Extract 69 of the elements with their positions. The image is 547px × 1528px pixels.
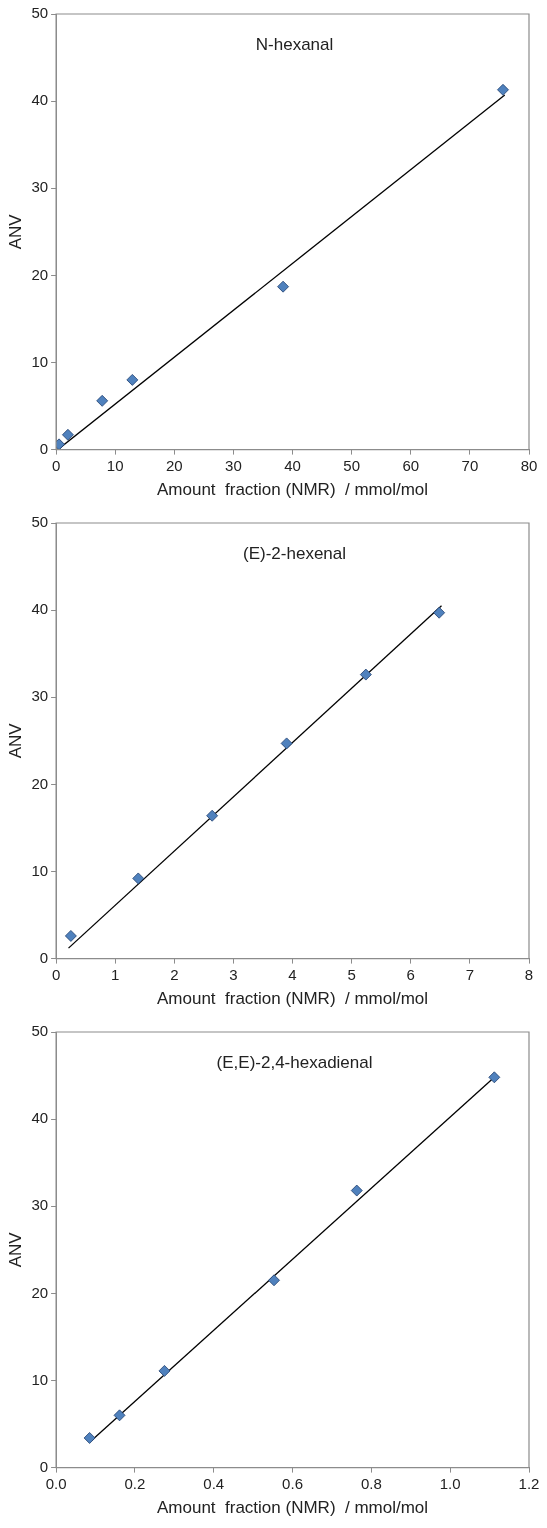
x-axis-title: Amount fraction (NMR) / mmol/mol [156, 1498, 429, 1518]
y-tick-label: 40 [31, 91, 49, 109]
x-tick-label: 0.8 [360, 1474, 382, 1492]
x-tick-label: 0 [51, 965, 61, 983]
x-tick-label: 1.0 [439, 1474, 461, 1492]
y-tick-label: 30 [31, 178, 49, 196]
point [83, 1432, 96, 1444]
x-tick-label: 3 [229, 965, 238, 983]
x-axis-title: Amount fraction (NMR) / mmol/mol [156, 480, 429, 500]
y-tick-label: 20 [31, 774, 49, 792]
x-tick-label: 60 [402, 456, 420, 474]
point [96, 394, 109, 407]
x-axis-title: Amount fraction (NMR) / mmol/mol [156, 989, 429, 1009]
x-tick-label: 7 [465, 965, 475, 983]
y-tick-label: 10 [31, 1370, 49, 1388]
y-tick-label: 20 [31, 265, 49, 283]
point [359, 668, 372, 681]
x-tick-label: 20 [165, 456, 183, 474]
y-tick-label: 50 [31, 513, 49, 531]
point [206, 809, 219, 822]
x-tick-label: 40 [284, 456, 301, 474]
x-tick-label: 0.6 [282, 1474, 303, 1492]
y-axis-title: ANV [5, 1231, 25, 1268]
x-tick-label: 1 [111, 965, 120, 983]
x-tick-label: 5 [347, 965, 356, 983]
point [62, 428, 74, 441]
x-tick-label: 10 [106, 456, 124, 474]
point [277, 280, 289, 293]
x-tick-label: 80 [520, 456, 538, 474]
point [126, 374, 139, 386]
x-tick-label: 70 [461, 456, 479, 474]
point [132, 872, 145, 885]
x-tick-label: 1.2 [518, 1474, 540, 1492]
x-tick-label: 6 [406, 965, 415, 983]
text: (E)-2-hexenal [243, 543, 347, 563]
y-tick-label: 30 [31, 1196, 49, 1214]
point [433, 606, 446, 619]
x-tick-label: 50 [343, 456, 360, 474]
y-tick-label: 10 [31, 861, 49, 879]
x-tick-label: 4 [288, 965, 297, 983]
y-tick-label: 0 [39, 948, 49, 966]
point [488, 1071, 501, 1084]
x-tick-label: 30 [225, 456, 242, 474]
y-tick-label: 10 [31, 352, 49, 370]
y-axis-title: ANV [5, 722, 25, 759]
y-tick-label: 0 [39, 439, 49, 457]
x-tick-label: 2 [170, 965, 179, 983]
x-tick-label: 0 [51, 456, 61, 474]
text: (E,E)-2,4-hexadienal [216, 1052, 373, 1072]
x-tick-label: 0.4 [203, 1474, 225, 1492]
y-tick-label: 50 [31, 1022, 49, 1040]
point [64, 930, 77, 942]
point [268, 1274, 280, 1287]
y-tick-label: 40 [31, 1109, 49, 1127]
y-tick-label: 50 [31, 4, 49, 22]
y-tick-label: 30 [31, 687, 49, 705]
y-axis-title: ANV [5, 213, 25, 250]
point [350, 1184, 363, 1197]
point [158, 1365, 171, 1377]
x-tick-label: 0.0 [45, 1474, 67, 1492]
point [113, 1409, 126, 1422]
x-tick-label: 8 [524, 965, 534, 983]
y-tick-label: 40 [31, 600, 49, 618]
text: N-hexanal [255, 34, 334, 54]
point [280, 737, 293, 750]
y-tick-label: 0 [39, 1457, 49, 1475]
point [497, 83, 509, 96]
x-tick-label: 0.2 [124, 1474, 146, 1492]
y-tick-label: 20 [31, 1283, 49, 1301]
